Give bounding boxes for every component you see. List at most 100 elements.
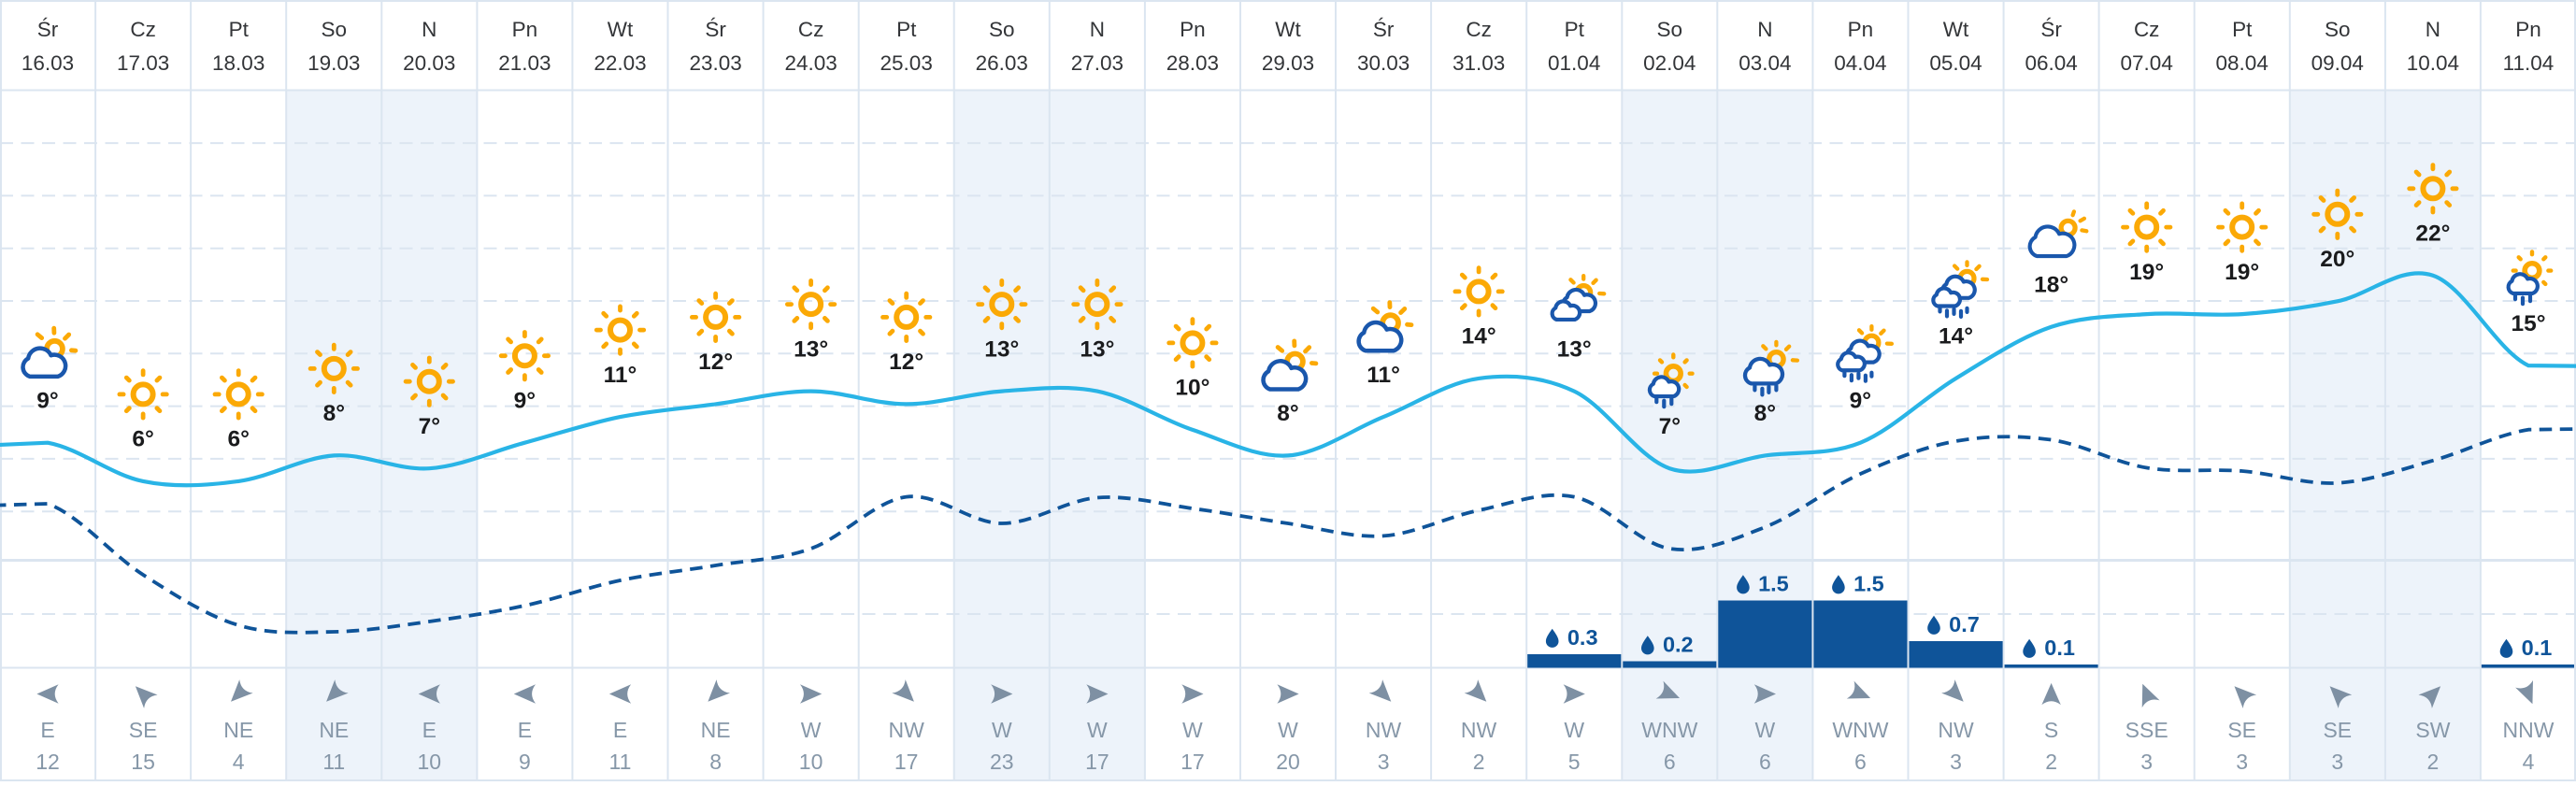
svg-text:3: 3: [2236, 750, 2248, 774]
svg-text:16.03: 16.03: [21, 51, 74, 75]
svg-text:1.5: 1.5: [1853, 572, 1884, 596]
svg-text:3: 3: [1378, 750, 1390, 774]
svg-text:NW: NW: [1938, 718, 1974, 742]
svg-text:27.03: 27.03: [1071, 51, 1123, 75]
svg-text:22.03: 22.03: [594, 51, 646, 75]
svg-text:Cz: Cz: [798, 18, 824, 41]
svg-text:11: 11: [322, 750, 345, 774]
svg-text:0.3: 0.3: [1567, 625, 1598, 650]
svg-text:S: S: [2044, 718, 2058, 742]
svg-text:10: 10: [799, 750, 823, 774]
svg-text:2: 2: [1473, 750, 1485, 774]
svg-text:4: 4: [2523, 750, 2535, 774]
svg-text:3: 3: [2140, 750, 2153, 774]
svg-text:20: 20: [1276, 750, 1300, 774]
svg-text:SSE: SSE: [2125, 718, 2168, 742]
svg-text:Pn: Pn: [512, 18, 538, 41]
svg-text:W: W: [1182, 718, 1203, 742]
svg-text:NW: NW: [889, 718, 925, 742]
svg-text:8°: 8°: [1277, 401, 1298, 426]
svg-text:So: So: [1657, 18, 1683, 41]
svg-text:11: 11: [609, 750, 632, 774]
svg-text:0.1: 0.1: [2522, 636, 2553, 660]
svg-text:9°: 9°: [1850, 389, 1871, 414]
svg-text:03.04: 03.04: [1739, 51, 1791, 75]
svg-text:W: W: [992, 718, 1012, 742]
svg-text:12°: 12°: [889, 350, 923, 375]
svg-text:6: 6: [1664, 750, 1676, 774]
svg-text:14°: 14°: [1462, 324, 1496, 350]
svg-text:Śr: Śr: [37, 18, 59, 41]
svg-text:NE: NE: [319, 718, 349, 742]
svg-text:Śr: Śr: [705, 18, 726, 41]
svg-text:4: 4: [233, 750, 245, 774]
svg-text:06.04: 06.04: [2025, 51, 2077, 75]
svg-text:17: 17: [1085, 750, 1109, 774]
svg-text:18.03: 18.03: [212, 51, 265, 75]
svg-text:Wt: Wt: [1943, 18, 1969, 41]
svg-text:Pt: Pt: [229, 18, 250, 41]
svg-text:N: N: [1757, 18, 1772, 41]
svg-text:1.5: 1.5: [1758, 572, 1789, 596]
svg-text:29.03: 29.03: [1262, 51, 1314, 75]
svg-text:SW: SW: [2415, 718, 2450, 742]
svg-text:12°: 12°: [698, 350, 733, 375]
svg-text:25.03: 25.03: [880, 51, 933, 75]
svg-text:0.7: 0.7: [1949, 612, 1980, 636]
svg-text:2: 2: [2045, 750, 2057, 774]
svg-text:SE: SE: [2227, 718, 2256, 742]
svg-text:30.03: 30.03: [1357, 51, 1410, 75]
svg-text:07.04: 07.04: [2121, 51, 2173, 75]
svg-text:17: 17: [1181, 750, 1205, 774]
svg-text:2: 2: [2427, 750, 2440, 774]
svg-text:6: 6: [1854, 750, 1867, 774]
svg-text:9°: 9°: [514, 389, 536, 414]
svg-text:W: W: [1087, 718, 1108, 742]
svg-text:13°: 13°: [1557, 336, 1592, 362]
svg-text:20°: 20°: [2320, 247, 2354, 272]
svg-text:22°: 22°: [2415, 222, 2450, 247]
svg-text:W: W: [801, 718, 822, 742]
svg-text:23: 23: [990, 750, 1014, 774]
svg-text:8: 8: [709, 750, 722, 774]
svg-text:E: E: [422, 718, 436, 742]
svg-text:6°: 6°: [132, 427, 153, 452]
svg-text:Pt: Pt: [1565, 18, 1585, 41]
svg-text:Śr: Śr: [2040, 18, 2062, 41]
svg-text:11°: 11°: [604, 363, 637, 388]
svg-text:21.03: 21.03: [498, 51, 551, 75]
svg-text:28.03: 28.03: [1166, 51, 1219, 75]
svg-text:02.04: 02.04: [1643, 51, 1696, 75]
svg-text:7°: 7°: [419, 414, 440, 439]
svg-text:15: 15: [131, 750, 155, 774]
svg-text:10: 10: [418, 750, 442, 774]
svg-text:18°: 18°: [2034, 273, 2068, 298]
svg-text:W: W: [1755, 718, 1776, 742]
svg-text:Pt: Pt: [2232, 18, 2253, 41]
svg-text:N: N: [1090, 18, 1105, 41]
svg-text:N: N: [422, 18, 436, 41]
svg-text:17: 17: [894, 750, 919, 774]
svg-text:19°: 19°: [2129, 260, 2164, 285]
svg-text:N: N: [2426, 18, 2440, 41]
svg-text:NW: NW: [1461, 718, 1497, 742]
svg-text:10.04: 10.04: [2407, 51, 2459, 75]
svg-text:Cz: Cz: [130, 18, 156, 41]
svg-text:26.03: 26.03: [976, 51, 1028, 75]
svg-text:0.1: 0.1: [2044, 636, 2075, 660]
svg-text:13°: 13°: [1080, 336, 1114, 362]
svg-text:19°: 19°: [2225, 260, 2259, 285]
svg-text:So: So: [322, 18, 348, 41]
svg-text:23.03: 23.03: [689, 51, 741, 75]
svg-text:E: E: [518, 718, 532, 742]
svg-text:SE: SE: [2323, 718, 2352, 742]
svg-text:5: 5: [1568, 750, 1581, 774]
svg-text:Wt: Wt: [608, 18, 634, 41]
svg-text:NE: NE: [223, 718, 253, 742]
svg-text:31.03: 31.03: [1453, 51, 1505, 75]
svg-text:WNW: WNW: [1832, 718, 1888, 742]
svg-text:11°: 11°: [1367, 363, 1400, 388]
svg-text:9: 9: [519, 750, 531, 774]
svg-text:Pn: Pn: [2515, 18, 2541, 41]
svg-text:09.04: 09.04: [2311, 51, 2364, 75]
